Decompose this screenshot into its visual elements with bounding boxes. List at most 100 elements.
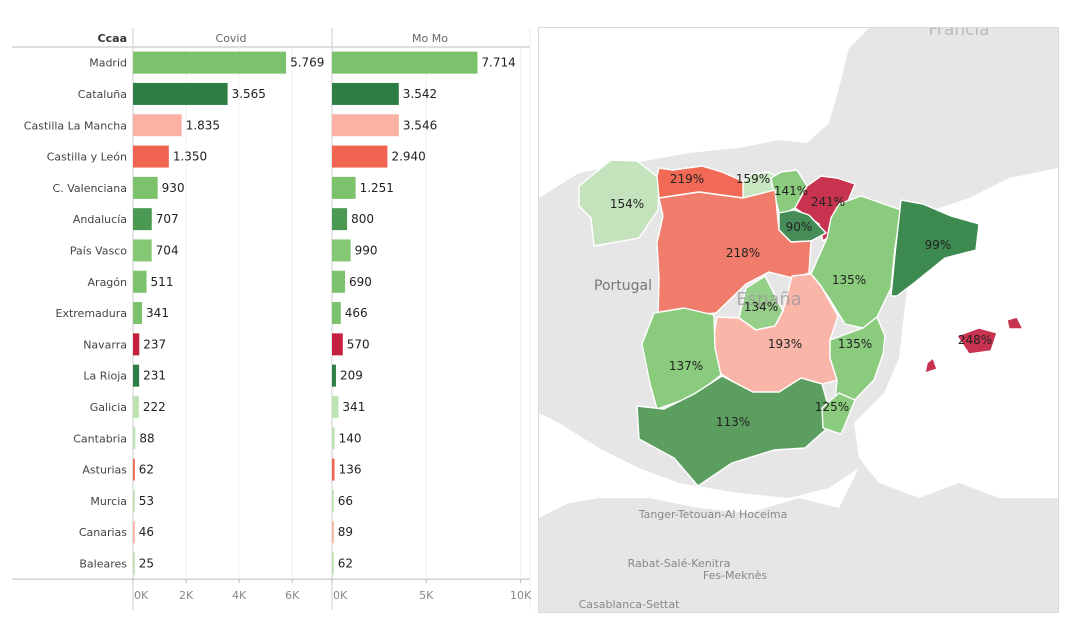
label-francia: Francia xyxy=(928,28,989,40)
row-label: Navarra xyxy=(83,338,127,351)
momo-value-label: 800 xyxy=(351,212,374,226)
momo-value-label: 2.940 xyxy=(391,150,425,164)
covid-bar[interactable] xyxy=(133,51,287,74)
momo-bar[interactable] xyxy=(332,145,388,168)
map-region-value: 154% xyxy=(610,197,644,211)
table-rows: Madrid Cataluña Castilla La Mancha Castilla… xyxy=(24,51,516,575)
x-axes: 0K 2K 4K 6K 0K 5K 10K xyxy=(132,579,532,602)
covid-bar[interactable] xyxy=(133,145,169,168)
momo-bar[interactable] xyxy=(332,489,334,512)
momo-bar[interactable] xyxy=(332,395,339,418)
map-region-value: 141% xyxy=(774,184,808,198)
covid-bar[interactable] xyxy=(133,427,136,450)
map-region-value: 159% xyxy=(736,172,770,186)
covid-value-label: 1.350 xyxy=(173,150,207,164)
covid-bar[interactable] xyxy=(133,114,182,137)
row-label: Cantabria xyxy=(73,432,127,445)
momo-value-label: 66 xyxy=(338,494,353,508)
momo-value-label: 1.251 xyxy=(360,181,394,195)
row-label: Castilla y León xyxy=(47,151,127,164)
momo-value-label: 466 xyxy=(345,306,368,320)
covid-value-label: 231 xyxy=(143,369,166,383)
row-label: País Vasco xyxy=(70,244,127,257)
map-panel[interactable]: Francia Portugal Tanger-Tetouan-Al Hocei… xyxy=(538,27,1059,613)
momo-value-label: 136 xyxy=(339,463,362,477)
momo-bar[interactable] xyxy=(332,239,351,262)
map-region[interactable] xyxy=(578,159,660,247)
covid-value-label: 511 xyxy=(151,275,174,289)
momo-tick-label: 0K xyxy=(333,589,348,602)
momo-bar[interactable] xyxy=(332,114,399,137)
map-region[interactable] xyxy=(924,316,1024,374)
row-label: Madrid xyxy=(89,57,127,70)
momo-value-label: 89 xyxy=(338,525,353,539)
covid-bar[interactable] xyxy=(133,521,135,544)
momo-tick-label: 10K xyxy=(510,589,532,602)
momo-value-label: 3.546 xyxy=(403,118,437,132)
map-region[interactable] xyxy=(890,199,980,297)
covid-value-label: 3.565 xyxy=(232,87,266,101)
momo-value-label: 341 xyxy=(342,400,365,414)
covid-value-label: 707 xyxy=(156,212,179,226)
map-region-value: 125% xyxy=(815,400,849,414)
momo-bar[interactable] xyxy=(332,552,334,575)
momo-bar[interactable] xyxy=(332,270,346,293)
map-region[interactable] xyxy=(821,392,856,435)
row-label: Galicia xyxy=(90,401,127,414)
covid-bar[interactable] xyxy=(133,82,228,105)
covid-value-label: 53 xyxy=(139,494,154,508)
covid-bar[interactable] xyxy=(133,239,152,262)
momo-bar[interactable] xyxy=(332,364,336,387)
map-region-value: 241% xyxy=(811,195,845,209)
row-label: Extremadura xyxy=(56,307,128,320)
covid-value-label: 1.835 xyxy=(186,118,220,132)
momo-bar[interactable] xyxy=(332,176,356,199)
map-region-value: 137% xyxy=(669,359,703,373)
covid-bar[interactable] xyxy=(133,176,158,199)
row-label: Baleares xyxy=(79,557,127,570)
covid-bar[interactable] xyxy=(133,552,135,575)
momo-bar[interactable] xyxy=(332,302,341,325)
covid-value-label: 341 xyxy=(146,306,169,320)
covid-bar[interactable] xyxy=(133,208,152,231)
momo-bar[interactable] xyxy=(332,333,343,356)
covid-value-label: 5.769 xyxy=(290,56,324,70)
covid-bar[interactable] xyxy=(133,270,147,293)
map-region-labels: 154% 219% 159% 141%241% 90% 135% 99% 218% 134% 19… xyxy=(610,172,992,429)
momo-value-label: 3.542 xyxy=(403,87,437,101)
covid-value-label: 930 xyxy=(162,181,185,195)
map-region-value: 99% xyxy=(925,238,952,252)
row-label: La Rioja xyxy=(83,370,127,383)
covid-value-label: 62 xyxy=(139,463,154,477)
momo-bar[interactable] xyxy=(332,521,334,544)
covid-value-label: 88 xyxy=(139,431,154,445)
label-portugal: Portugal xyxy=(594,278,652,294)
map-region-value: 90% xyxy=(786,220,813,234)
momo-column-header: Mo Mo xyxy=(412,32,448,45)
momo-bar[interactable] xyxy=(332,208,348,231)
covid-bar[interactable] xyxy=(133,302,143,325)
momo-value-label: 209 xyxy=(340,369,363,383)
momo-bar[interactable] xyxy=(332,51,478,74)
map-regions[interactable] xyxy=(578,159,1024,487)
map-region-value: 113% xyxy=(716,415,750,429)
label-espana: España xyxy=(736,289,802,310)
covid-bar[interactable] xyxy=(133,364,140,387)
map-region-value: 193% xyxy=(768,337,802,351)
momo-bar[interactable] xyxy=(332,82,399,105)
momo-bar[interactable] xyxy=(332,427,335,450)
covid-bar[interactable] xyxy=(133,333,140,356)
covid-bar[interactable] xyxy=(133,489,135,512)
momo-bar[interactable] xyxy=(332,458,335,481)
covid-bar[interactable] xyxy=(133,458,135,481)
covid-value-label: 237 xyxy=(143,337,166,351)
covid-tick-label: 4K xyxy=(232,589,247,602)
momo-value-label: 62 xyxy=(338,556,353,570)
map-region-value: 134% xyxy=(744,300,778,314)
row-label: Canarias xyxy=(79,526,127,539)
label-fes: Fes-Meknès xyxy=(703,569,768,582)
covid-bar[interactable] xyxy=(133,395,139,418)
spain-map[interactable]: Francia Portugal Tanger-Tetouan-Al Hocei… xyxy=(539,28,1058,612)
row-label: Asturias xyxy=(82,464,127,477)
